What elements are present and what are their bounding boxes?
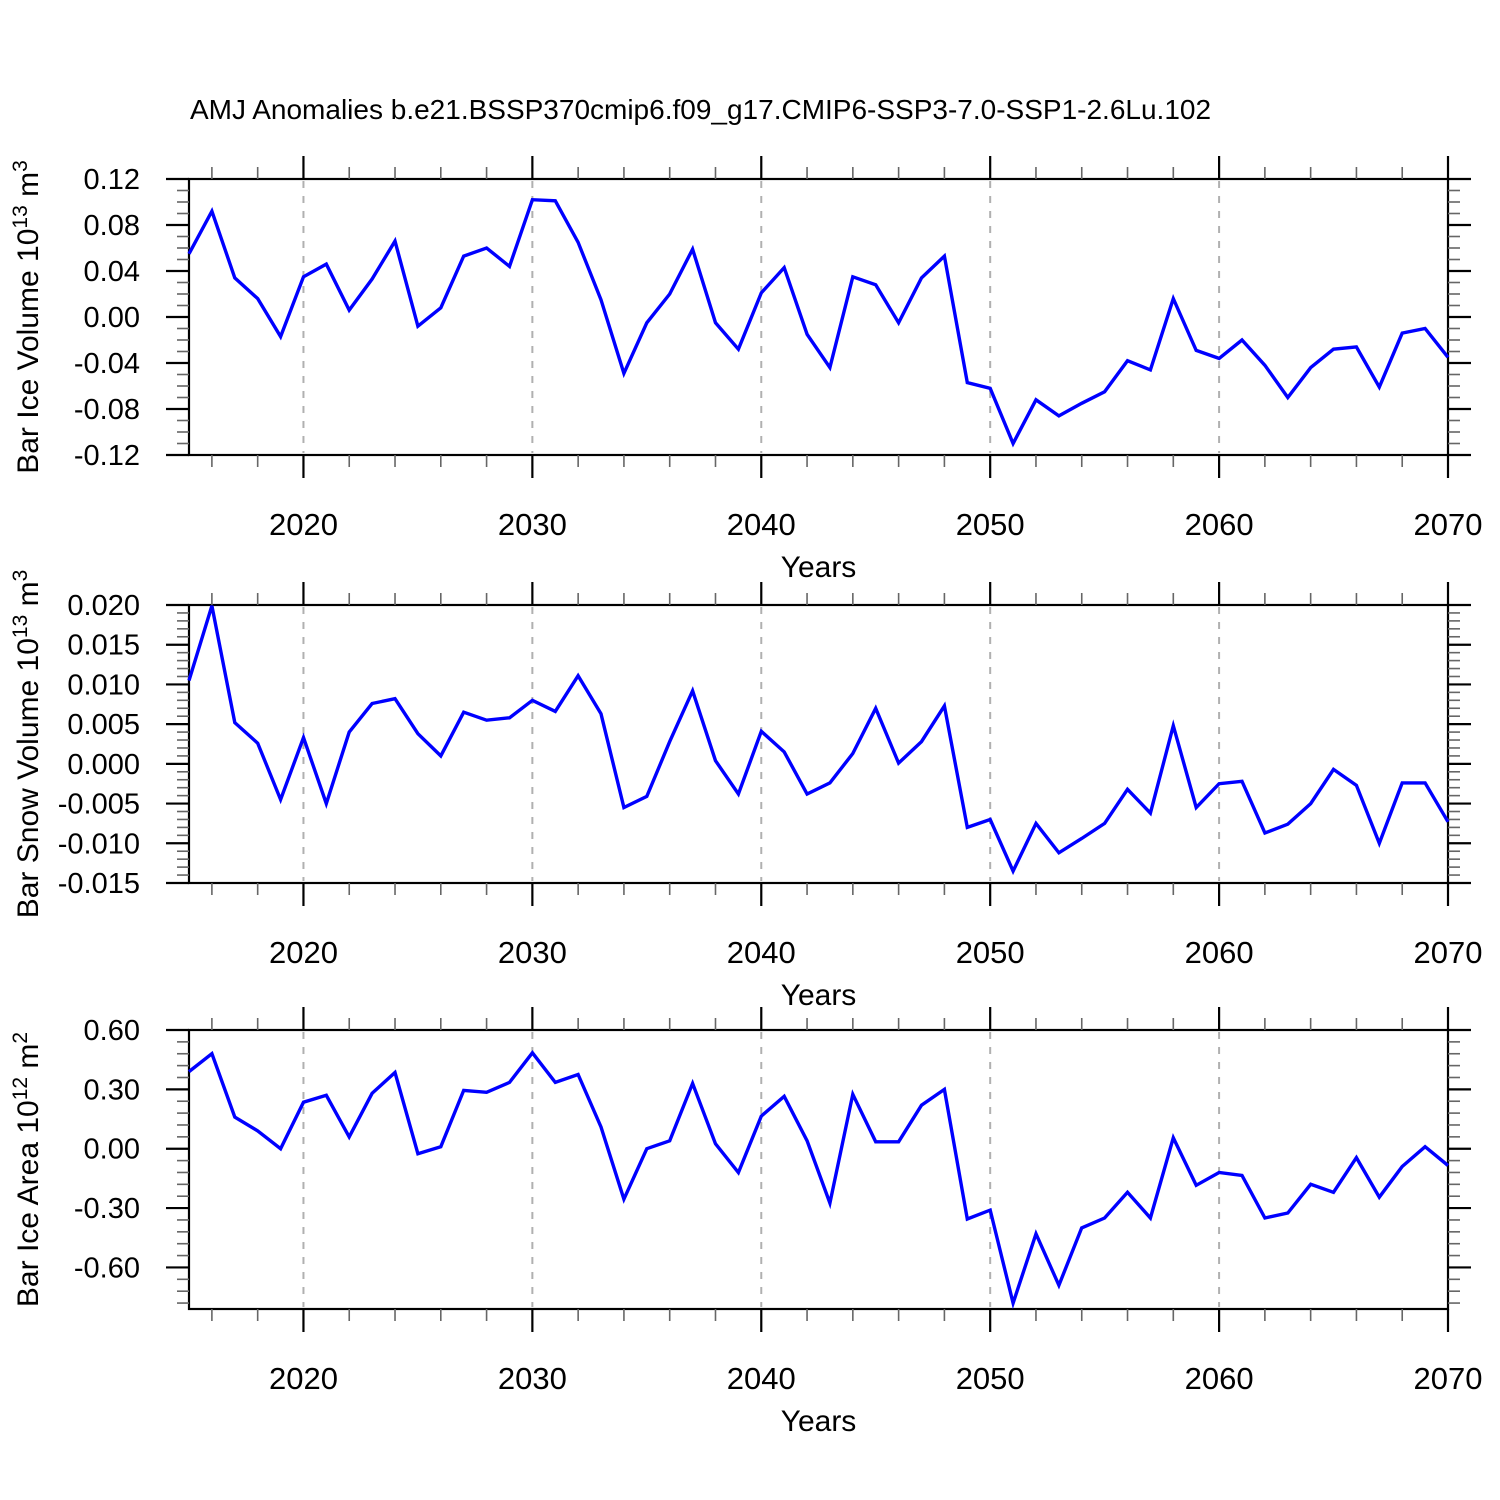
x-tick-label: 2060 [1185, 935, 1254, 970]
y-tick-label: -0.08 [74, 394, 140, 426]
x-tick-label: 2030 [498, 935, 567, 970]
x-tick-label: 2040 [727, 507, 796, 542]
y-axis-title: Bar Ice Area 1012 m2 [9, 1032, 45, 1307]
y-tick-label: 0.00 [84, 1134, 140, 1166]
y-tick-label: 0.015 [67, 630, 140, 662]
x-tick-label: 2060 [1185, 507, 1254, 542]
x-tick-label: 2030 [498, 1361, 567, 1396]
figure-title: AMJ Anomalies b.e21.BSSP370cmip6.f09_g17… [190, 94, 1212, 125]
series-line [187, 605, 1450, 876]
y-tick-label: 0.12 [84, 164, 140, 196]
y-tick-label: 0.00 [84, 302, 140, 334]
series-line [187, 1050, 1450, 1310]
x-tick-label: 2020 [269, 935, 338, 970]
y-tick-label: 0.005 [67, 709, 140, 741]
x-tick-label: 2060 [1185, 1361, 1254, 1396]
y-tick-label: -0.04 [74, 348, 140, 380]
y-tick-label: -0.005 [58, 789, 140, 821]
y-axis-title: Bar Snow Volume 1013 m3 [9, 570, 45, 919]
y-tick-label: 0.020 [67, 590, 140, 622]
y-tick-label: 0.60 [84, 1015, 140, 1047]
y-tick-label: -0.12 [74, 440, 140, 472]
x-tick-label: 2030 [498, 507, 567, 542]
plot-frame [187, 177, 1450, 457]
x-axis-title: Years [781, 551, 857, 584]
x-tick-label: 2040 [727, 1361, 796, 1396]
series-line [187, 197, 1450, 448]
plot-frame [187, 1028, 1450, 1311]
x-tick-label: 2020 [269, 507, 338, 542]
x-axis-title: Years [781, 979, 857, 1012]
y-tick-label: -0.60 [74, 1252, 140, 1284]
x-tick-label: 2050 [956, 1361, 1025, 1396]
y-axis-title: Bar Ice Volume 1013 m3 [9, 160, 45, 474]
y-tick-label: -0.30 [74, 1193, 140, 1225]
x-tick-label: 2050 [956, 935, 1025, 970]
y-tick-label: 0.010 [67, 669, 140, 701]
x-axis-title: Years [781, 1405, 857, 1438]
x-tick-label: 2040 [727, 935, 796, 970]
x-tick-label: 2070 [1414, 507, 1483, 542]
x-tick-label: 2070 [1414, 1361, 1483, 1396]
x-tick-label: 2050 [956, 507, 1025, 542]
y-tick-label: 0.04 [84, 256, 140, 288]
y-tick-label: -0.010 [58, 828, 140, 860]
x-tick-label: 2020 [269, 1361, 338, 1396]
y-tick-label: 0.08 [84, 210, 140, 242]
plot-frame [187, 603, 1450, 885]
y-tick-label: 0.30 [84, 1074, 140, 1106]
y-tick-label: -0.015 [58, 868, 140, 900]
x-tick-label: 2070 [1414, 935, 1483, 970]
y-tick-label: 0.000 [67, 749, 140, 781]
